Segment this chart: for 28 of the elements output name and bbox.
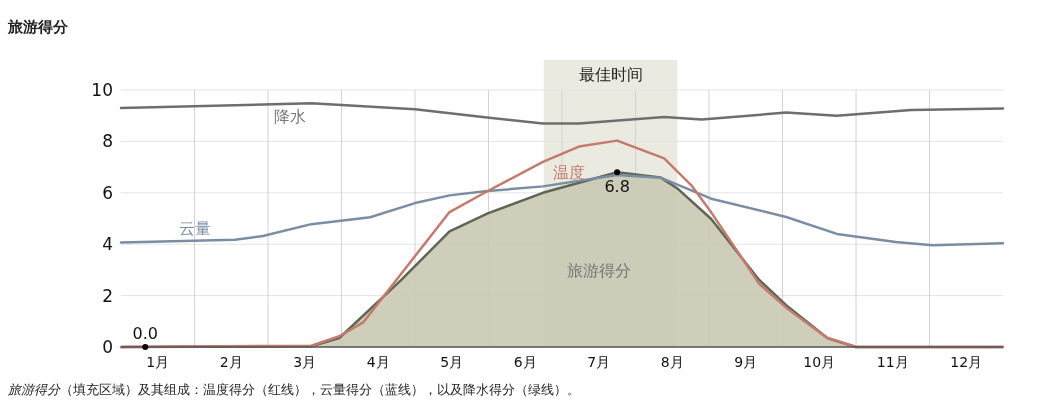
series-label: 旅游得分 bbox=[566, 260, 631, 280]
text: 旅游得分（填充区域）及其组成：温度得分（红线），云量得分（蓝线），以及降水得分（绿线）。 bbox=[7, 382, 580, 397]
y-tick-label: 10 bbox=[91, 80, 113, 100]
annotation: 0.0 bbox=[132, 324, 158, 343]
series-label: 降水 bbox=[274, 106, 307, 126]
x-tick-label: 8月 bbox=[660, 354, 684, 370]
chart-title: 旅游得分 bbox=[7, 18, 69, 36]
y-tick-label: 2 bbox=[102, 285, 113, 306]
x-tick-label: 4月 bbox=[366, 354, 390, 370]
x-tick-label: 5月 bbox=[440, 354, 464, 370]
x-tick-label: 7月 bbox=[587, 354, 611, 370]
y-tick-label: 0 bbox=[102, 337, 113, 357]
series-label: 云量 bbox=[178, 219, 211, 239]
x-tick-label: 11月 bbox=[876, 354, 909, 370]
x-tick-label: 3月 bbox=[293, 354, 317, 370]
x-tick-label: 2月 bbox=[219, 354, 243, 370]
band-label: 最佳时间 bbox=[578, 65, 643, 84]
y-tick-label: 4 bbox=[102, 234, 113, 255]
x-tick-label: 6月 bbox=[513, 354, 537, 370]
x-tick-label: 1月 bbox=[146, 354, 170, 370]
y-tick-label: 6 bbox=[102, 182, 113, 203]
x-tick-label: 12月 bbox=[950, 354, 983, 370]
annotation: 6.8 bbox=[604, 177, 630, 197]
x-tick-label: 10月 bbox=[803, 354, 836, 370]
line-series bbox=[119, 102, 1005, 125]
x-tick-label: 9月 bbox=[734, 354, 758, 370]
y-tick-label: 8 bbox=[102, 131, 113, 152]
series-label: 温度 bbox=[553, 162, 586, 182]
